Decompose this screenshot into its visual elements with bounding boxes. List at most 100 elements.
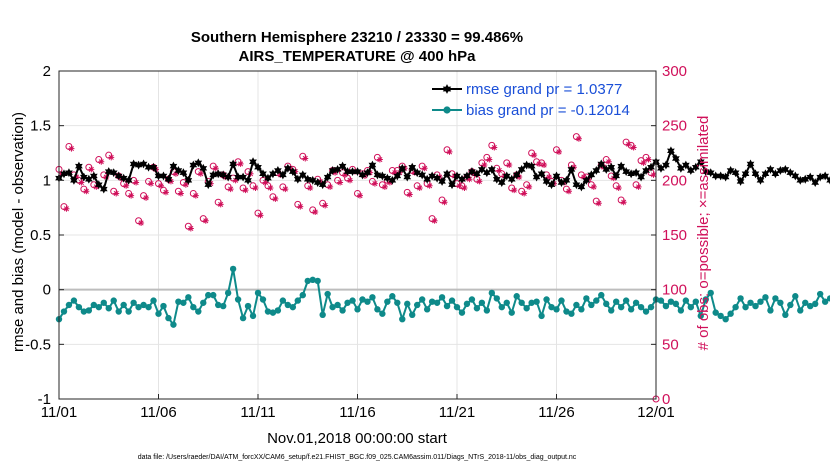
obs-assimilated-point: [441, 199, 448, 206]
obs-possible-point: [354, 189, 361, 197]
obs-assimilated-point: [536, 160, 543, 167]
obs-assimilated-point: [491, 144, 498, 151]
obs-assimilated-point: [138, 219, 145, 226]
obs-assimilated-point: [590, 183, 597, 190]
obs-assimilated-point: [526, 183, 533, 190]
bias-point: [274, 307, 282, 314]
rmse-point: [806, 172, 815, 182]
bias-point: [294, 297, 301, 304]
obs-assimilated-point: [58, 170, 65, 177]
obs-possible-point: [214, 198, 222, 206]
rmse-point: [562, 175, 571, 185]
chart-title-line2: AIRS_TEMPERATURE @ 400 hPa: [239, 48, 477, 65]
bias-point: [752, 302, 759, 310]
bias-point: [95, 303, 103, 311]
rmse-point: [219, 170, 228, 180]
bias-point: [165, 314, 172, 322]
rmse-point: [80, 172, 88, 182]
obs-assimilated-point: [182, 181, 189, 188]
rmse-point: [99, 184, 108, 194]
rmse-point: [507, 174, 516, 184]
bias-point: [244, 302, 252, 310]
obs-assimilated-point: [516, 174, 523, 181]
obs-assimilated-point: [272, 195, 279, 202]
bias-point: [627, 306, 635, 313]
obs-assimilated-point: [68, 145, 75, 152]
bias-point: [767, 307, 774, 314]
rmse-point: [463, 171, 471, 181]
obs-assimilated-point: [212, 165, 219, 172]
obs-assimilated-point: [580, 174, 587, 181]
obs-assimilated-point: [242, 187, 249, 194]
bias-point: [533, 298, 540, 305]
rmse-point: [572, 180, 581, 190]
bias-point: [737, 295, 744, 302]
obs-assimilated-point: [446, 148, 453, 155]
bias-point: [622, 297, 630, 304]
rmse-point: [413, 168, 422, 178]
bias-point: [787, 301, 794, 309]
obs-assimilated-point: [366, 169, 373, 176]
bias-point: [210, 291, 217, 299]
bias-point: [493, 295, 500, 302]
right-tick-label: 100: [662, 282, 687, 299]
rmse-point: [204, 180, 213, 190]
rmse-point: [502, 171, 511, 181]
obs-assimilated-point: [421, 165, 428, 172]
rmse-point: [522, 160, 531, 170]
obs-assimilated-point: [471, 170, 478, 177]
rmse-point: [368, 160, 377, 170]
obs-possible-point: [378, 181, 386, 189]
bias-point: [65, 301, 73, 309]
obs-assimilated-point: [287, 165, 294, 172]
bias-point: [135, 303, 142, 311]
rmse-point: [632, 168, 640, 178]
bias-point: [145, 303, 152, 311]
bias-point: [598, 291, 605, 299]
rmse-point: [577, 182, 586, 192]
bias-point: [120, 301, 127, 309]
bias-point: [792, 293, 799, 300]
rmse-point: [791, 171, 800, 181]
obs-assimilated-point: [237, 160, 244, 167]
obs-possible-point: [617, 196, 625, 204]
rmse-point: [373, 170, 382, 180]
obs-assimilated-point: [267, 184, 274, 191]
obs-assimilated-point: [506, 162, 513, 169]
obs-assimilated-point: [486, 156, 493, 163]
rmse-point: [318, 180, 327, 190]
rmse-point: [537, 169, 546, 179]
bias-point: [319, 311, 326, 319]
bias-point: [369, 294, 376, 301]
rmse-point: [75, 161, 83, 171]
bias-point: [399, 315, 406, 323]
rmse-point: [492, 174, 501, 184]
obs-assimilated-point: [202, 217, 209, 224]
obs-possible-point: [533, 158, 541, 166]
obs-possible-point: [189, 189, 197, 197]
obs-possible-point: [488, 141, 496, 149]
obs-possible-point: [642, 153, 650, 161]
rmse-point: [756, 175, 765, 185]
bias-point: [389, 293, 396, 300]
bias-series: [55, 265, 830, 328]
obs-possible-point: [279, 183, 287, 191]
rmse-point: [174, 166, 183, 175]
legend-item-rmse: rmse grand pr = 1.0377: [432, 81, 622, 98]
obs-assimilated-point: [595, 200, 602, 207]
obs-assimilated-point: [222, 174, 229, 181]
obs-possible-point: [105, 151, 113, 159]
rmse-point: [363, 168, 372, 178]
bias-point: [229, 265, 237, 273]
bias-point: [105, 305, 112, 312]
bias-point: [702, 296, 709, 303]
rmse-point: [761, 169, 770, 179]
bias-point: [443, 302, 451, 310]
rmse-point: [109, 168, 118, 178]
bias-point: [170, 321, 177, 328]
bias-point: [816, 290, 824, 298]
obs-possible-point: [334, 176, 342, 184]
obs-assimilated-point: [371, 180, 378, 187]
bias-point: [130, 299, 137, 306]
obs-assimilated-point: [635, 183, 642, 190]
